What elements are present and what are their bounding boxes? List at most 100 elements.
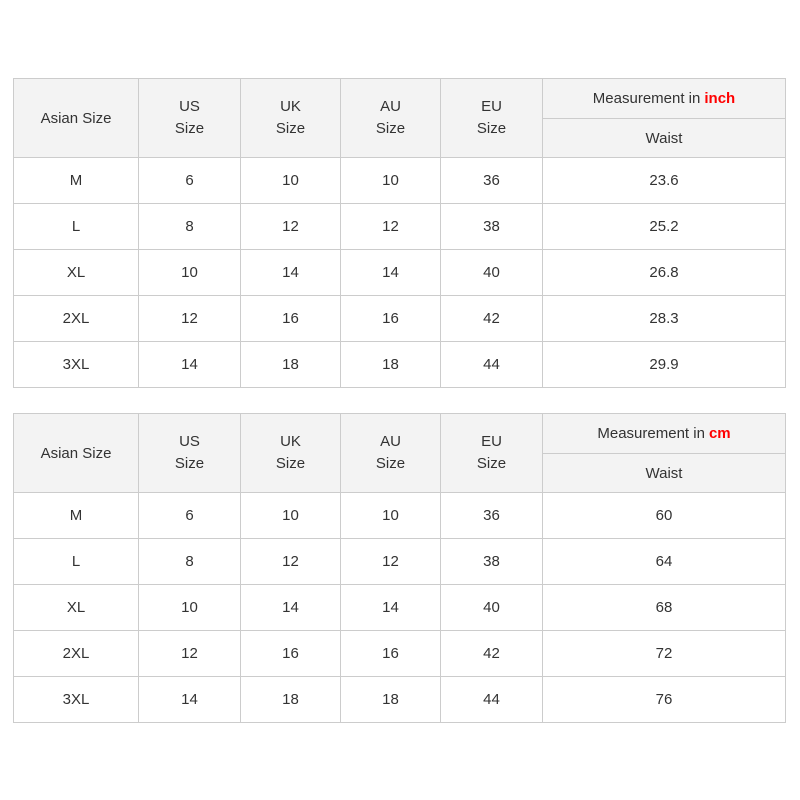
cell-us: 14 xyxy=(138,676,241,723)
cell-us: 8 xyxy=(138,538,241,585)
cell-waist: 60 xyxy=(542,492,786,539)
cell-asian: L xyxy=(13,538,139,585)
cell-uk: 14 xyxy=(240,584,341,631)
cell-au: 12 xyxy=(340,538,441,585)
col-header-au-size: AU Size xyxy=(340,78,441,158)
au-size-label: AU Size xyxy=(375,98,406,137)
cell-eu: 36 xyxy=(440,157,543,204)
table-row: L 8 12 12 38 64 xyxy=(13,538,786,585)
asian-size-label: Asian Size xyxy=(40,109,112,127)
measurement-header-inch: Measurement in inch xyxy=(542,78,786,119)
cell-us: 12 xyxy=(138,630,241,677)
cell-eu: 44 xyxy=(440,341,543,388)
eu-size-label: EU Size xyxy=(476,98,507,137)
col-header-uk-size: UK Size xyxy=(240,413,341,493)
cell-uk: 18 xyxy=(240,341,341,388)
table-row: 3XL 14 18 18 44 76 xyxy=(13,676,786,723)
cell-uk: 14 xyxy=(240,249,341,296)
measurement-prefix: Measurement in xyxy=(592,90,701,107)
us-size-label: US Size xyxy=(174,98,205,137)
cell-au: 12 xyxy=(340,203,441,250)
cell-uk: 16 xyxy=(240,630,341,677)
cell-asian: M xyxy=(13,492,139,539)
cell-uk: 18 xyxy=(240,676,341,723)
cell-us: 10 xyxy=(138,249,241,296)
asian-size-label: Asian Size xyxy=(40,444,112,462)
col-header-us-size: US Size xyxy=(138,413,241,493)
cell-uk: 16 xyxy=(240,295,341,342)
au-size-label: AU Size xyxy=(375,433,406,472)
cell-waist: 68 xyxy=(542,584,786,631)
cell-eu: 42 xyxy=(440,295,543,342)
table-row: XL 10 14 14 40 68 xyxy=(13,584,786,631)
cell-asian: XL xyxy=(13,249,139,296)
cell-au: 16 xyxy=(340,630,441,677)
table-row: L 8 12 12 38 25.2 xyxy=(13,203,786,250)
cell-asian: L xyxy=(13,203,139,250)
col-header-asian-size: Asian Size xyxy=(13,78,139,158)
cell-eu: 38 xyxy=(440,538,543,585)
table-row: XL 10 14 14 40 26.8 xyxy=(13,249,786,296)
cell-waist: 26.8 xyxy=(542,249,786,296)
uk-size-label: UK Size xyxy=(275,433,306,472)
cell-us: 8 xyxy=(138,203,241,250)
unit-label-inch: inch xyxy=(704,90,736,107)
cell-asian: 2XL xyxy=(13,295,139,342)
table-row: 3XL 14 18 18 44 29.9 xyxy=(13,341,786,388)
waist-subheader: Waist xyxy=(542,118,786,158)
cell-au: 10 xyxy=(340,157,441,204)
measurement-prefix: Measurement in xyxy=(597,425,705,442)
waist-subheader: Waist xyxy=(542,453,786,493)
cell-eu: 44 xyxy=(440,676,543,723)
cell-au: 10 xyxy=(340,492,441,539)
size-table-inch: Asian Size US Size UK Size AU Size EU Si… xyxy=(13,78,786,388)
table-row: 2XL 12 16 16 42 28.3 xyxy=(13,295,786,342)
cell-au: 16 xyxy=(340,295,441,342)
cell-waist: 25.2 xyxy=(542,203,786,250)
cell-au: 18 xyxy=(340,676,441,723)
cell-us: 14 xyxy=(138,341,241,388)
cell-us: 6 xyxy=(138,492,241,539)
cell-asian: 3XL xyxy=(13,341,139,388)
cell-asian: M xyxy=(13,157,139,204)
cell-waist: 72 xyxy=(542,630,786,677)
cell-asian: 3XL xyxy=(13,676,139,723)
us-size-label: US Size xyxy=(174,433,205,472)
cell-waist: 23.6 xyxy=(542,157,786,204)
cell-asian: XL xyxy=(13,584,139,631)
cell-us: 6 xyxy=(138,157,241,204)
cell-eu: 36 xyxy=(440,492,543,539)
cell-uk: 10 xyxy=(240,157,341,204)
col-header-uk-size: UK Size xyxy=(240,78,341,158)
cell-waist: 76 xyxy=(542,676,786,723)
table-row: 2XL 12 16 16 42 72 xyxy=(13,630,786,677)
col-header-eu-size: EU Size xyxy=(440,78,543,158)
cell-eu: 40 xyxy=(440,249,543,296)
col-header-asian-size: Asian Size xyxy=(13,413,139,493)
measurement-header-cm: Measurement in cm xyxy=(542,413,786,454)
cell-eu: 42 xyxy=(440,630,543,677)
cell-uk: 12 xyxy=(240,538,341,585)
cell-uk: 10 xyxy=(240,492,341,539)
cell-us: 12 xyxy=(138,295,241,342)
table-row: M 6 10 10 36 60 xyxy=(13,492,786,539)
table-row: M 6 10 10 36 23.6 xyxy=(13,157,786,204)
col-header-au-size: AU Size xyxy=(340,413,441,493)
eu-size-label: EU Size xyxy=(476,433,507,472)
cell-waist: 28.3 xyxy=(542,295,786,342)
cell-eu: 40 xyxy=(440,584,543,631)
cell-waist: 64 xyxy=(542,538,786,585)
cell-eu: 38 xyxy=(440,203,543,250)
cell-au: 18 xyxy=(340,341,441,388)
col-header-eu-size: EU Size xyxy=(440,413,543,493)
cell-au: 14 xyxy=(340,584,441,631)
cell-asian: 2XL xyxy=(13,630,139,677)
cell-au: 14 xyxy=(340,249,441,296)
cell-uk: 12 xyxy=(240,203,341,250)
unit-label-cm: cm xyxy=(708,425,731,442)
size-table-cm: Asian Size US Size UK Size AU Size EU Si… xyxy=(13,413,786,723)
uk-size-label: UK Size xyxy=(275,98,306,137)
cell-waist: 29.9 xyxy=(542,341,786,388)
cell-us: 10 xyxy=(138,584,241,631)
